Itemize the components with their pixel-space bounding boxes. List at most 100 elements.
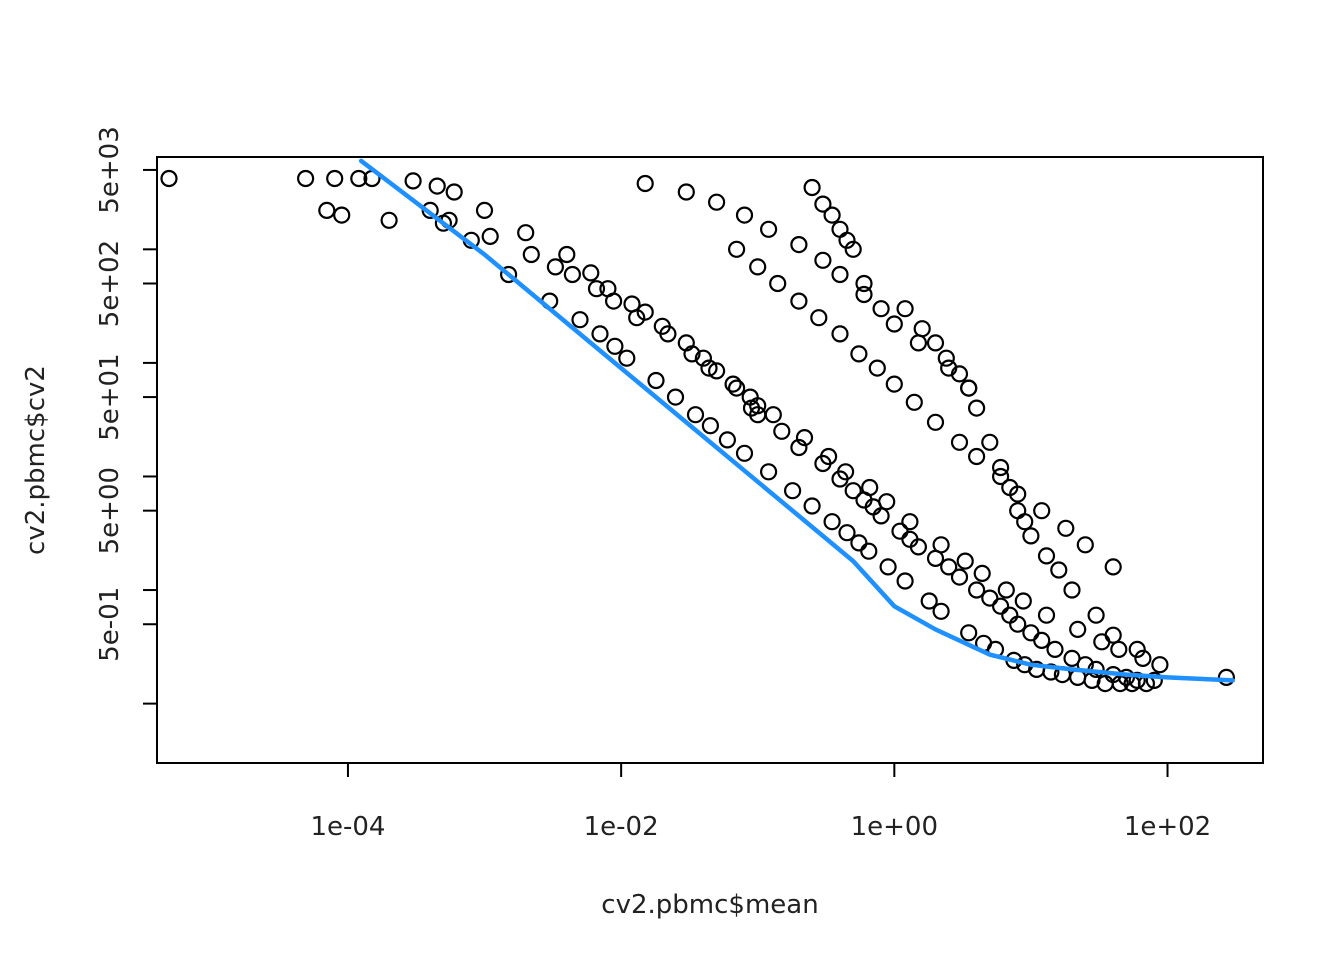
data-point bbox=[1104, 558, 1122, 576]
data-point bbox=[950, 568, 969, 586]
data-point bbox=[1063, 581, 1081, 599]
data-point bbox=[647, 371, 665, 390]
data-point bbox=[872, 300, 890, 318]
data-point bbox=[1046, 640, 1064, 659]
data-point bbox=[937, 349, 955, 367]
data-point bbox=[991, 467, 1010, 486]
data-point bbox=[769, 274, 787, 293]
data-point bbox=[659, 325, 677, 343]
data-point bbox=[475, 201, 494, 219]
data-point bbox=[913, 320, 931, 338]
data-point bbox=[838, 231, 856, 249]
x-tick-label: 1e-02 bbox=[584, 812, 659, 842]
data-point bbox=[563, 265, 582, 284]
data-point bbox=[628, 309, 646, 327]
data-point bbox=[814, 251, 832, 269]
data-point bbox=[885, 315, 903, 333]
data-point bbox=[960, 379, 978, 397]
data-point bbox=[836, 463, 855, 481]
y-tick-label: 5e-01 bbox=[95, 587, 125, 662]
x-tick-label: 1e+02 bbox=[1124, 812, 1211, 842]
data-point bbox=[860, 542, 878, 560]
data-point bbox=[861, 478, 879, 497]
data-point bbox=[967, 581, 986, 599]
data-point bbox=[1069, 620, 1087, 639]
data-point bbox=[1009, 615, 1027, 633]
data-point bbox=[940, 558, 958, 576]
data-point bbox=[790, 236, 808, 254]
data-point bbox=[823, 513, 841, 531]
data-point bbox=[790, 438, 808, 457]
data-point bbox=[606, 337, 624, 355]
data-point bbox=[844, 482, 862, 500]
data-point bbox=[517, 224, 535, 242]
data-point bbox=[1001, 606, 1019, 624]
data-point bbox=[481, 227, 499, 245]
data-point bbox=[932, 602, 950, 620]
x-tick-label: 1e-04 bbox=[310, 812, 385, 842]
data-point bbox=[759, 220, 778, 238]
data-point bbox=[404, 172, 422, 190]
data-point bbox=[967, 399, 986, 417]
data-point bbox=[604, 292, 623, 310]
data-point bbox=[1033, 631, 1051, 650]
data-point bbox=[896, 572, 914, 590]
data-point bbox=[1134, 649, 1152, 668]
data-point bbox=[795, 429, 814, 447]
data-point bbox=[735, 444, 754, 462]
data-point bbox=[297, 169, 315, 188]
data-point bbox=[1151, 656, 1169, 674]
data-point bbox=[850, 345, 868, 363]
data-point bbox=[707, 362, 726, 380]
data-point bbox=[700, 359, 718, 377]
data-point bbox=[350, 169, 368, 188]
data-point bbox=[718, 431, 737, 449]
data-point bbox=[773, 422, 791, 440]
data-point bbox=[1128, 640, 1146, 659]
data-point bbox=[582, 264, 600, 282]
data-point bbox=[326, 169, 344, 188]
y-axis-label: cv2.pbmc$cv2 bbox=[21, 365, 51, 555]
data-point bbox=[1217, 668, 1236, 687]
data-point bbox=[814, 195, 832, 213]
data-point bbox=[872, 507, 890, 525]
y-tick-label: 5e+02 bbox=[95, 240, 125, 327]
data-point bbox=[831, 325, 849, 343]
data-point bbox=[333, 206, 351, 224]
x-axis-label: cv2.pbmc$mean bbox=[601, 890, 818, 920]
data-point bbox=[819, 447, 838, 466]
data-point bbox=[879, 558, 897, 576]
data-point bbox=[878, 493, 896, 511]
data-point bbox=[850, 534, 868, 552]
data-point bbox=[896, 300, 914, 318]
data-point bbox=[1009, 502, 1027, 520]
data-point bbox=[749, 258, 767, 276]
data-point bbox=[380, 211, 398, 229]
data-point bbox=[741, 388, 759, 406]
x-axis: 1e-04 1e-02 1e+00 1e+02 bbox=[310, 763, 1211, 842]
y-tick-label: 5e+01 bbox=[95, 353, 125, 440]
data-point bbox=[920, 592, 938, 610]
data-point bbox=[1016, 513, 1034, 531]
data-point bbox=[677, 183, 695, 201]
data-point bbox=[967, 447, 986, 466]
data-point bbox=[1145, 671, 1163, 690]
data-point bbox=[823, 206, 841, 224]
data-point bbox=[724, 375, 742, 393]
data-point bbox=[926, 334, 945, 352]
data-point bbox=[803, 178, 821, 197]
data-point bbox=[1050, 561, 1068, 579]
data-point bbox=[855, 285, 873, 304]
data-point bbox=[546, 258, 565, 276]
data-point bbox=[735, 206, 754, 224]
data-point bbox=[891, 522, 909, 540]
data-point bbox=[810, 309, 828, 327]
data-point bbox=[909, 334, 928, 352]
data-point bbox=[1037, 606, 1056, 624]
data-point bbox=[160, 169, 178, 188]
data-point bbox=[636, 303, 654, 321]
data-point bbox=[694, 349, 713, 367]
data-point bbox=[1022, 624, 1040, 642]
data-point bbox=[618, 349, 636, 367]
